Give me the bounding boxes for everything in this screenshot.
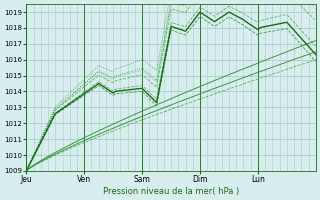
X-axis label: Pression niveau de la mer( hPa ): Pression niveau de la mer( hPa ) [103,187,239,196]
